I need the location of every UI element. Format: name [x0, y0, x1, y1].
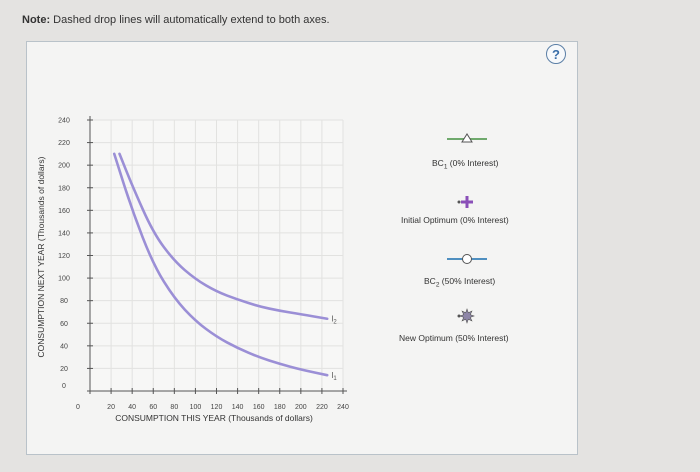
- x-tick-label: 200: [295, 404, 307, 411]
- y-tick-label: 120: [58, 253, 70, 260]
- y-tick-label: 100: [58, 276, 70, 283]
- y-tick-label: 160: [58, 208, 70, 215]
- chart-grid: [89, 119, 344, 392]
- series-label-i1: I1: [331, 371, 337, 382]
- legend-label: Initial Optimum (0% Interest): [401, 215, 509, 225]
- series-line-i2[interactable]: [118, 152, 329, 321]
- x-tick-label: 40: [128, 404, 136, 411]
- y-tick-label: 40: [60, 343, 68, 350]
- x-tick-label: 80: [170, 404, 178, 411]
- y-tick-label: 240: [58, 118, 70, 125]
- chart-axes: [89, 116, 347, 392]
- x-tick-label: 0: [76, 404, 80, 411]
- y-tick-label: 20: [60, 366, 68, 373]
- y-tick-label: 140: [58, 230, 70, 237]
- x-tick-label: 180: [274, 404, 286, 411]
- note-text: Note: Dashed drop lines will automatical…: [22, 14, 330, 26]
- y-axis-label: CONSUMPTION NEXT YEAR (Thousands of doll…: [36, 156, 46, 357]
- y-tick-label: 0: [62, 383, 66, 390]
- legend-label: BC2 (50% Interest): [424, 276, 496, 289]
- x-tick-label: 240: [337, 404, 349, 411]
- y-tick-label: 220: [58, 140, 70, 147]
- y-tick-label: 60: [60, 321, 68, 328]
- series-label-i2: I2: [331, 315, 337, 326]
- x-tick-label: 220: [316, 404, 328, 411]
- series-line-i1[interactable]: [112, 152, 329, 377]
- legend-label: New Optimum (50% Interest): [399, 333, 509, 343]
- x-tick-label: 140: [232, 404, 244, 411]
- help-button[interactable]: ?: [546, 44, 566, 64]
- legend-label: BC1 (0% Interest): [432, 158, 499, 171]
- chart-series: I2 I1: [112, 152, 337, 382]
- y-tick-label: 180: [58, 185, 70, 192]
- x-tick-label: 120: [211, 404, 223, 411]
- y-tick-label: 80: [60, 298, 68, 305]
- chart-ticks: 0 20 40 60 80 100 120 140 160 180 200 220 240 0 20 40 60…: [58, 118, 349, 412]
- x-axis-label: CONSUMPTION THIS YEAR (Thousands of doll…: [115, 413, 313, 423]
- x-tick-label: 100: [190, 404, 202, 411]
- x-tick-label: 20: [107, 404, 115, 411]
- y-tick-label: 200: [58, 163, 70, 170]
- note-prefix: Note:: [22, 14, 51, 26]
- x-tick-label: 60: [149, 404, 157, 411]
- note-body: Dashed drop lines will automatically ext…: [50, 14, 330, 26]
- x-tick-label: 160: [253, 404, 265, 411]
- help-icon: ?: [552, 46, 560, 62]
